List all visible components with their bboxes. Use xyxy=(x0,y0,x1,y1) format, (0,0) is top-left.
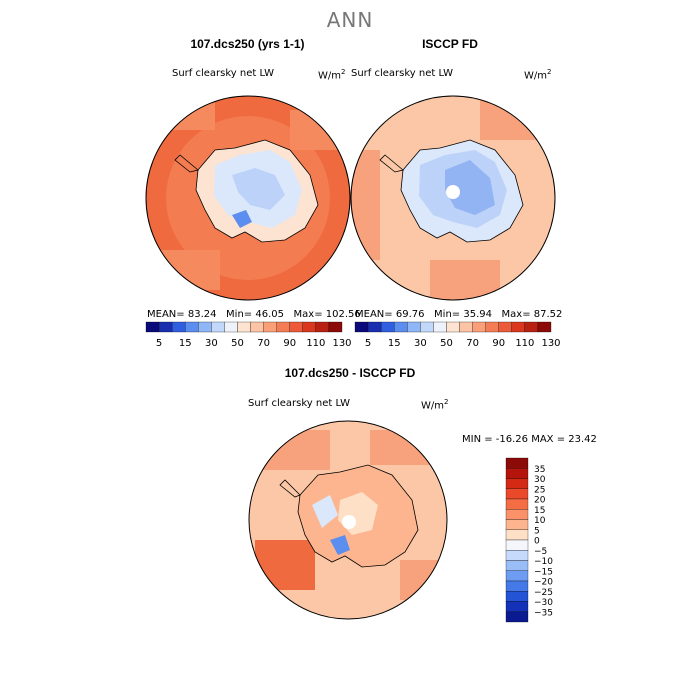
colorbar-diff-tick-label: −10 xyxy=(534,557,553,567)
panel-a-stats: MEAN= 83.24 Min= 46.05 Max= 102.56 xyxy=(147,309,361,320)
colorbar-b-swatch xyxy=(537,321,552,333)
colorbar-a: 5 15 30 50 70 90 110 130 xyxy=(145,321,352,349)
colorbar-diff-tick-label: 5 xyxy=(534,526,540,536)
panel-a-variable: Surf clearsky net LW xyxy=(172,68,275,79)
panel-b-variable: Surf clearsky net LW xyxy=(351,68,454,79)
colorbar-diff-swatch xyxy=(505,580,529,592)
colorbar-diff-swatch xyxy=(505,591,529,602)
panel-b-title: ISCCP FD xyxy=(422,37,478,51)
colorbar-diff-swatch xyxy=(505,611,529,623)
colorbar-diff-swatch xyxy=(505,560,529,571)
map-diff-peninsula xyxy=(279,479,301,498)
panel-b-units: W/m2 xyxy=(524,68,552,82)
colorbar-diff-tick-label: −15 xyxy=(534,567,553,577)
colorbar-diff-swatch xyxy=(505,457,529,469)
colorbar-diff-swatch xyxy=(505,519,529,530)
map-b-pole-hole xyxy=(446,185,460,199)
colorbar-b-tick-label: 50 xyxy=(440,338,453,349)
colorbar-diff-swatch xyxy=(505,529,529,541)
map-diff-pole-hole xyxy=(342,515,356,529)
map-diff-band xyxy=(250,430,330,470)
map-a-peninsula xyxy=(174,154,199,173)
colorbar-a-swatch xyxy=(328,321,343,333)
colorbar-diff-tick-label: −20 xyxy=(534,578,553,588)
colorbar-b-tick-label: 130 xyxy=(541,338,560,349)
map-diff-coastline xyxy=(297,464,419,568)
map-a-ice xyxy=(232,168,285,210)
colorbar-diff-tick-label: 0 xyxy=(534,537,540,547)
colorbar-diff-tick-label: 30 xyxy=(534,475,546,485)
map-b-border xyxy=(350,95,556,301)
map-diff-border xyxy=(248,420,448,620)
colorbar-a-tick-label: 130 xyxy=(332,338,351,349)
map-diff-band xyxy=(400,560,447,600)
colorbar-diff-tick-label: 25 xyxy=(534,485,545,495)
diff-title: 107.dcs250 - ISCCP FD xyxy=(284,366,416,380)
diff-units: W/m2 xyxy=(421,398,449,412)
colorbar-diff-swatch xyxy=(505,550,529,561)
colorbar-diff-swatch xyxy=(505,539,529,551)
map-b-coastline xyxy=(400,139,524,243)
colorbar-diff-tick-label: −30 xyxy=(534,598,553,608)
colorbar-diff-tick-label: 20 xyxy=(534,496,546,506)
diff-variable: Surf clearsky net LW xyxy=(248,398,351,409)
colorbar-diff-tick-label: 10 xyxy=(534,516,546,526)
colorbar-diff-tick-label: −35 xyxy=(534,608,553,618)
map-diff-band xyxy=(370,430,447,465)
panel-a-units: W/m2 xyxy=(318,68,346,82)
colorbar-a-tick-label: 90 xyxy=(283,338,296,349)
diff-minmax: MIN = -16.26 MAX = 23.42 xyxy=(462,434,597,445)
colorbar-diff-tick-label: −25 xyxy=(534,588,553,598)
map-diff-ice xyxy=(312,495,338,528)
colorbar-diff-swatch xyxy=(505,488,529,500)
map-a-coastline xyxy=(195,139,319,243)
map-b-peninsula xyxy=(379,154,404,173)
map-diff-band xyxy=(255,540,315,590)
map-a-ice xyxy=(232,210,252,228)
panel-a-title: 107.dcs250 (yrs 1-1) xyxy=(190,37,305,51)
colorbar-diff-tick-label: 35 xyxy=(534,465,545,475)
colorbar-a-tick-label: 5 xyxy=(156,338,162,349)
colorbar-a-tick-label: 110 xyxy=(306,338,325,349)
colorbar-diff-swatch xyxy=(505,601,529,612)
colorbar-b-tick-label: 90 xyxy=(492,338,505,349)
map-b-ice xyxy=(445,160,495,215)
colorbar-diff-swatch xyxy=(505,468,529,479)
colorbar-a-tick-label: 30 xyxy=(205,338,218,349)
panel-b-stats: MEAN= 69.76 Min= 35.94 Max= 87.52 xyxy=(355,309,563,320)
colorbar-a-tick-label: 15 xyxy=(179,338,192,349)
map-a-border xyxy=(145,95,351,301)
colorbar-diff-swatch xyxy=(505,478,529,489)
colorbar-diff-tick-label: 15 xyxy=(534,506,545,516)
colorbar-diff-swatch xyxy=(505,498,529,510)
colorbar-diff-tick-label: −5 xyxy=(534,547,547,557)
colorbar-b-tick-label: 70 xyxy=(466,338,479,349)
colorbar-a-tick-label: 50 xyxy=(231,338,244,349)
map-diff-ice xyxy=(330,535,350,555)
main-title: ANN xyxy=(326,8,374,32)
colorbar-b: 5 15 30 50 70 90 110 130 xyxy=(354,321,561,349)
colorbar-a-tick-label: 70 xyxy=(257,338,270,349)
colorbar-b-tick-label: 30 xyxy=(414,338,427,349)
colorbar-diff-swatch xyxy=(505,570,529,582)
colorbar-b-tick-label: 5 xyxy=(365,338,371,349)
colorbar-b-tick-label: 110 xyxy=(515,338,534,349)
colorbar-b-tick-label: 15 xyxy=(388,338,401,349)
colorbar-diff-swatch xyxy=(505,509,529,520)
